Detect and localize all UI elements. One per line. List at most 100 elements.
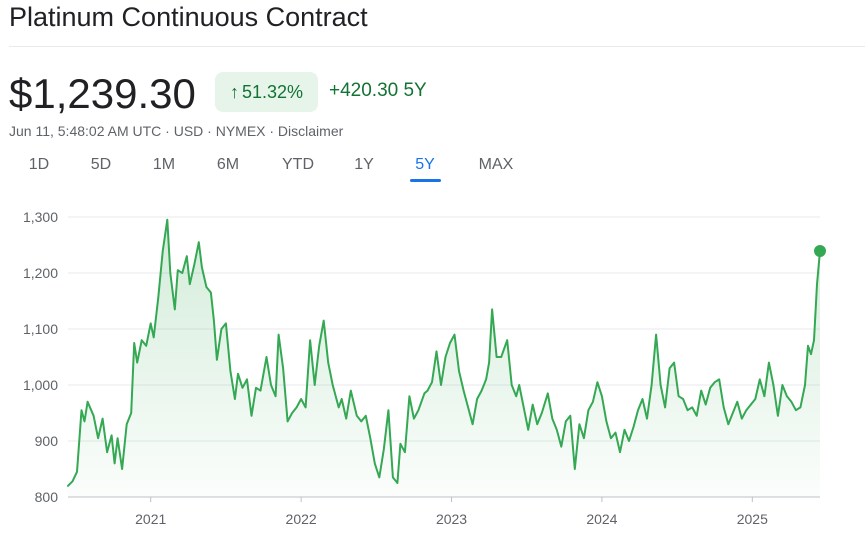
range-tab-5y[interactable]: 5Y: [415, 156, 435, 173]
data-point-124: [605, 420, 608, 422]
data-point-143: [691, 406, 693, 408]
x-tick-label-2025: 2025: [737, 511, 768, 527]
data-point-122: [596, 381, 599, 383]
data-point-114: [560, 446, 562, 448]
data-point-93: [467, 406, 469, 408]
data-point-44: [246, 378, 248, 380]
x-tick-label-2024: 2024: [586, 511, 617, 527]
data-point-72: [374, 462, 376, 464]
data-point-80: [408, 395, 410, 397]
data-point-169: [807, 345, 809, 347]
data-point-153: [736, 401, 738, 403]
data-point-12: [117, 437, 119, 439]
data-point-141: [682, 398, 684, 400]
data-point-82: [417, 409, 419, 411]
data-point-65: [341, 398, 343, 400]
data-point-79: [404, 451, 406, 453]
data-point-58: [309, 339, 311, 341]
data-point-95: [476, 398, 478, 400]
data-point-6: [93, 415, 95, 417]
change-percent-badge: ↑ 51.32%: [215, 72, 318, 112]
data-point-131: [637, 409, 639, 411]
data-point-3: [80, 409, 83, 411]
y-tick-label-1100: 1,100: [23, 321, 58, 337]
data-point-25: [169, 272, 171, 274]
data-point-74: [383, 448, 385, 450]
data-point-23: [162, 250, 164, 252]
data-point-28: [181, 272, 183, 274]
data-point-113: [556, 429, 558, 431]
data-point-99: [491, 308, 493, 310]
range-tab-6m[interactable]: 6M: [216, 156, 240, 173]
data-point-56: [300, 398, 302, 400]
data-point-78: [399, 443, 401, 445]
data-point-48: [265, 356, 268, 358]
y-tick-label-900: 900: [35, 433, 59, 449]
data-point-96: [481, 390, 483, 392]
active-tab-indicator: [410, 179, 441, 182]
data-point-157: [754, 398, 756, 400]
data-point-83: [423, 392, 425, 394]
data-point-133: [646, 418, 648, 420]
data-point-112: [551, 418, 553, 420]
data-point-55: [296, 406, 298, 408]
data-point-108: [532, 404, 534, 406]
data-point-161: [772, 384, 775, 386]
data-point-111: [547, 392, 549, 394]
data-point-9: [106, 451, 108, 453]
data-point-81: [413, 418, 415, 420]
data-point-66: [345, 418, 347, 420]
current-price: $1,239.30: [9, 70, 196, 117]
data-point-134: [651, 384, 653, 386]
data-point-1: [71, 480, 74, 482]
data-point-32: [198, 241, 200, 243]
range-tab-5d[interactable]: 5D: [90, 156, 112, 173]
current-price-marker: [814, 244, 826, 257]
range-tab-ytd[interactable]: YTD: [282, 156, 314, 173]
data-point-136: [660, 384, 662, 386]
data-point-142: [687, 409, 689, 411]
data-point-75: [387, 409, 389, 411]
range-tab-1m[interactable]: 1M: [152, 156, 176, 173]
data-point-34: [205, 286, 207, 288]
data-point-158: [759, 378, 761, 380]
data-point-63: [332, 384, 334, 386]
data-point-166: [795, 409, 797, 411]
range-tab-1y[interactable]: 1Y: [354, 156, 374, 173]
data-point-150: [723, 406, 725, 408]
data-point-14: [126, 423, 128, 425]
data-point-149: [718, 378, 720, 380]
data-point-69: [360, 420, 362, 422]
data-point-84: [426, 390, 429, 392]
data-point-64: [338, 406, 340, 408]
x-tick-label-2021: 2021: [135, 511, 166, 527]
data-point-18: [141, 339, 143, 341]
data-point-165: [790, 401, 793, 403]
data-point-155: [745, 409, 747, 411]
data-point-19: [145, 345, 147, 347]
data-point-51: [278, 334, 280, 336]
data-point-101: [500, 356, 502, 358]
data-point-90: [453, 334, 456, 336]
data-point-53: [287, 420, 289, 422]
data-point-170: [810, 353, 812, 355]
data-point-116: [569, 415, 571, 417]
range-tab-1d[interactable]: 1D: [28, 156, 50, 173]
data-point-115: [565, 420, 567, 422]
data-point-103: [511, 384, 513, 386]
data-point-119: [583, 437, 585, 439]
series-line: [67, 218, 821, 487]
data-point-94: [472, 423, 474, 425]
data-point-11: [114, 462, 116, 464]
price-meta: Jun 11, 5:48:02 AM UTC · USD · NYMEX · D…: [9, 123, 344, 139]
header-divider: [9, 46, 865, 47]
data-point-59: [314, 384, 316, 386]
range-tab-max[interactable]: MAX: [478, 156, 514, 173]
data-point-41: [234, 398, 236, 400]
y-tick-label-800: 800: [35, 489, 59, 505]
data-point-135: [655, 334, 657, 336]
data-point-126: [614, 432, 617, 434]
data-point-107: [527, 429, 529, 431]
data-point-118: [578, 423, 581, 425]
